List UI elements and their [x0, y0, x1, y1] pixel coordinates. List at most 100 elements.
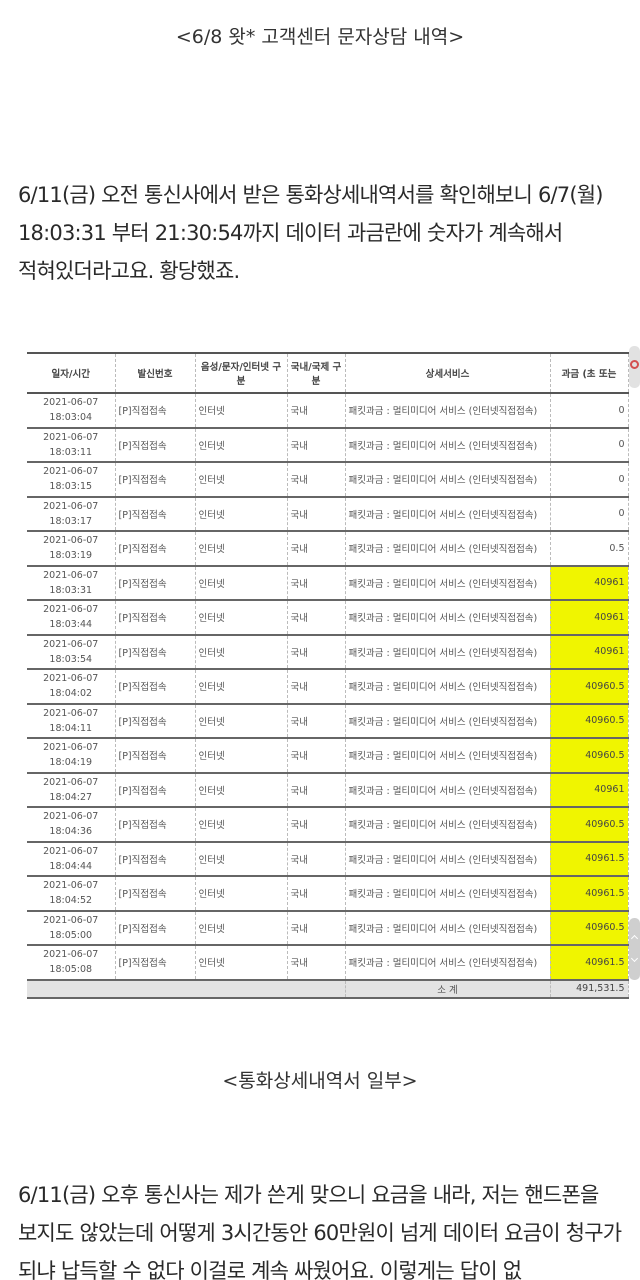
search-zoom-button[interactable]	[629, 346, 640, 388]
service-cell: 패킷과금 : 멀티미디어 서비스 (인터넷직접접속)	[345, 841, 551, 877]
service-cell: 패킷과금 : 멀티미디어 서비스 (인터넷직접접속)	[345, 634, 551, 670]
time: 18:03:17	[49, 515, 93, 527]
date: 2021-06-07	[43, 500, 99, 512]
time: 18:03:31	[49, 584, 93, 596]
type-cell: 인터넷	[195, 634, 288, 670]
table-row: 2021-06-07 18:03:15 [P]직접접속 인터넷 국내 패킷과금 :…	[27, 462, 629, 498]
paragraph-2: 6/11(금) 오후 통신사는 제가 쓴게 맞으니 요금을 내라, 저는 핸드폰…	[18, 1183, 622, 1280]
type-cell: 인터넷	[195, 738, 288, 774]
service-cell: 패킷과금 : 멀티미디어 서비스 (인터넷직접접속)	[345, 876, 551, 912]
datetime-cell: 2021-06-07 18:03:19	[27, 531, 116, 567]
table-row: 2021-06-07 18:03:54 [P]직접접속 인터넷 국내 패킷과금 :…	[27, 634, 629, 670]
time: 18:05:00	[49, 929, 93, 941]
service-cell: 패킷과금 : 멀티미디어 서비스 (인터넷직접접속)	[345, 427, 551, 463]
date: 2021-06-07	[43, 880, 99, 892]
column-header: 과금 (초 또는	[550, 352, 629, 394]
amount-cell: 0	[550, 496, 629, 532]
datetime-cell: 2021-06-07 18:03:11	[27, 427, 116, 463]
type-cell: 인터넷	[195, 945, 288, 981]
type-cell: 인터넷	[195, 462, 288, 498]
service-cell: 패킷과금 : 멀티미디어 서비스 (인터넷직접접속)	[345, 531, 551, 567]
from-cell: [P]직접접속	[115, 703, 196, 739]
chevron-down-icon	[630, 954, 639, 963]
from-cell: [P]직접접속	[115, 531, 196, 567]
service-cell: 패킷과금 : 멀티미디어 서비스 (인터넷직접접속)	[345, 807, 551, 843]
from-cell: [P]직접접속	[115, 807, 196, 843]
datetime-cell: 2021-06-07 18:03:44	[27, 600, 116, 636]
amount-cell: 40961.5	[550, 876, 629, 912]
region-cell: 국내	[287, 738, 346, 774]
column-header: 음성/문자/인터넷 구분	[195, 352, 288, 394]
datetime-cell: 2021-06-07 18:05:00	[27, 910, 116, 946]
from-cell: [P]직접접속	[115, 565, 196, 601]
date: 2021-06-07	[43, 638, 99, 650]
date: 2021-06-07	[43, 707, 99, 719]
column-header: 일자/시간	[27, 352, 116, 394]
amount-cell: 40960.5	[550, 669, 629, 705]
table-row: 2021-06-07 18:04:27 [P]직접접속 인터넷 국내 패킷과금 :…	[27, 772, 629, 808]
date: 2021-06-07	[43, 535, 99, 547]
region-cell: 국내	[287, 876, 346, 912]
amount-cell: 0	[550, 462, 629, 498]
amount-cell: 40961.5	[550, 945, 629, 981]
from-cell: [P]직접접속	[115, 772, 196, 808]
time: 18:03:54	[49, 653, 93, 665]
region-cell: 국내	[287, 600, 346, 636]
time: 18:03:44	[49, 619, 93, 631]
from-cell: [P]직접접속	[115, 634, 196, 670]
region-cell: 국내	[287, 634, 346, 670]
datetime-cell: 2021-06-07 18:03:04	[27, 393, 116, 429]
service-cell: 패킷과금 : 멀티미디어 서비스 (인터넷직접접속)	[345, 910, 551, 946]
time: 18:04:11	[49, 722, 93, 734]
service-cell: 패킷과금 : 멀티미디어 서비스 (인터넷직접접속)	[345, 565, 551, 601]
from-cell: [P]직접접속	[115, 841, 196, 877]
region-cell: 국내	[287, 393, 346, 429]
paragraph-1: 6/11(금) 오전 통신사에서 받은 통화상세내역서를 확인해보니 6/7(월…	[18, 183, 603, 283]
type-cell: 인터넷	[195, 703, 288, 739]
total-label: 소 계	[345, 979, 551, 999]
amount-cell: 40961.5	[550, 841, 629, 877]
amount-cell: 0	[550, 393, 629, 429]
table-row: 2021-06-07 18:05:08 [P]직접접속 인터넷 국내 패킷과금 :…	[27, 945, 629, 981]
from-cell: [P]직접접속	[115, 462, 196, 498]
amount-cell: 40961	[550, 634, 629, 670]
amount-cell: 40960.5	[550, 910, 629, 946]
table-row: 2021-06-07 18:03:44 [P]직접접속 인터넷 국내 패킷과금 :…	[27, 600, 629, 636]
service-cell: 패킷과금 : 멀티미디어 서비스 (인터넷직접접속)	[345, 772, 551, 808]
column-header: 국내/국제 구분	[287, 352, 346, 394]
from-cell: [P]직접접속	[115, 496, 196, 532]
table-row: 2021-06-07 18:05:00 [P]직접접속 인터넷 국내 패킷과금 :…	[27, 910, 629, 946]
type-cell: 인터넷	[195, 565, 288, 601]
service-cell: 패킷과금 : 멀티미디어 서비스 (인터넷직접접속)	[345, 393, 551, 429]
amount-cell: 40961	[550, 600, 629, 636]
time: 18:04:19	[49, 757, 93, 769]
table-row: 2021-06-07 18:03:19 [P]직접접속 인터넷 국내 패킷과금 :…	[27, 531, 629, 567]
date: 2021-06-07	[43, 811, 99, 823]
region-cell: 국내	[287, 910, 346, 946]
region-cell: 국내	[287, 772, 346, 808]
amount-cell: 0.5	[550, 531, 629, 567]
table-row: 2021-06-07 18:03:04 [P]직접접속 인터넷 국내 패킷과금 :…	[27, 393, 629, 429]
type-cell: 인터넷	[195, 427, 288, 463]
time: 18:04:44	[49, 860, 93, 872]
datetime-cell: 2021-06-07 18:03:54	[27, 634, 116, 670]
from-cell: [P]직접접속	[115, 945, 196, 981]
amount-cell: 40960.5	[550, 807, 629, 843]
date: 2021-06-07	[43, 397, 99, 409]
table-row: 2021-06-07 18:04:19 [P]직접접속 인터넷 국내 패킷과금 :…	[27, 738, 629, 774]
date: 2021-06-07	[43, 914, 99, 926]
datetime-cell: 2021-06-07 18:04:27	[27, 772, 116, 808]
scroll-button[interactable]	[629, 918, 640, 980]
column-header: 발신번호	[115, 352, 196, 394]
time: 18:03:11	[49, 446, 93, 458]
from-cell: [P]직접접속	[115, 393, 196, 429]
service-cell: 패킷과금 : 멀티미디어 서비스 (인터넷직접접속)	[345, 600, 551, 636]
type-cell: 인터넷	[195, 910, 288, 946]
type-cell: 인터넷	[195, 531, 288, 567]
datetime-cell: 2021-06-07 18:04:02	[27, 669, 116, 705]
amount-cell: 40961	[550, 565, 629, 601]
type-cell: 인터넷	[195, 807, 288, 843]
region-cell: 국내	[287, 703, 346, 739]
from-cell: [P]직접접속	[115, 427, 196, 463]
region-cell: 국내	[287, 565, 346, 601]
